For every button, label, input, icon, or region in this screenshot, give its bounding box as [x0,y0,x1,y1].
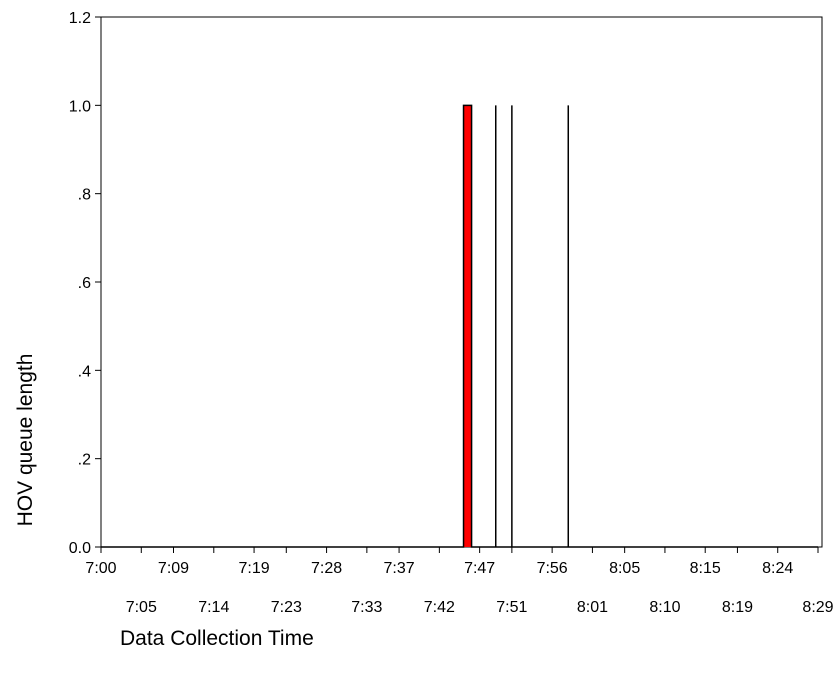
x-tick-label: 7:47 [464,560,495,577]
y-tick-label: 0.0 [69,540,91,557]
x-tick-label: 8:05 [609,560,640,577]
x-tick-label: 8:15 [690,560,721,577]
x-tick-label: 7:09 [158,560,189,577]
y-tick-label: 1.2 [69,10,91,27]
y-tick-label: 1.0 [69,98,91,115]
x-axis-ticks: 7:00 7:09 7:19 7:28 7:37 7:47 7:56 8:05 8:15 8:24… [85,547,834,616]
x-tick-label: 7:19 [238,560,269,577]
x-tick-label: 7:37 [384,560,415,577]
x-tick-label: 7:14 [198,599,229,616]
y-axis-ticks: 0.0 .2 .4 .6 .8 1.0 1.2 [69,10,101,557]
x-tick-label: 8:29 [802,599,833,616]
plot-frame [100,16,823,548]
y-tick-label: .8 [78,187,91,204]
x-tick-label: 7:33 [351,599,382,616]
y-tick-label: .2 [78,452,91,469]
x-tick-label: 8:24 [762,560,793,577]
x-tick-label: 7:05 [126,599,157,616]
x-tick-label: 8:19 [722,599,753,616]
x-tick-label: 8:01 [577,599,608,616]
y-tick-label: .4 [78,363,91,380]
series-layer [101,104,818,548]
x-tick-label: 7:42 [424,599,455,616]
x-tick-label: 7:56 [537,560,568,577]
series-line [101,104,818,548]
x-tick-label: 7:23 [271,599,302,616]
series-area [101,105,818,547]
x-tick-label: 7:28 [311,560,342,577]
x-axis-title: Data Collection Time [120,627,314,650]
x-tick-label: 7:00 [85,560,116,577]
x-tick-label: 7:51 [496,599,527,616]
y-axis-title: HOV queue length [14,354,37,527]
x-tick-label: 8:10 [649,599,680,616]
y-tick-label: .6 [78,275,91,292]
